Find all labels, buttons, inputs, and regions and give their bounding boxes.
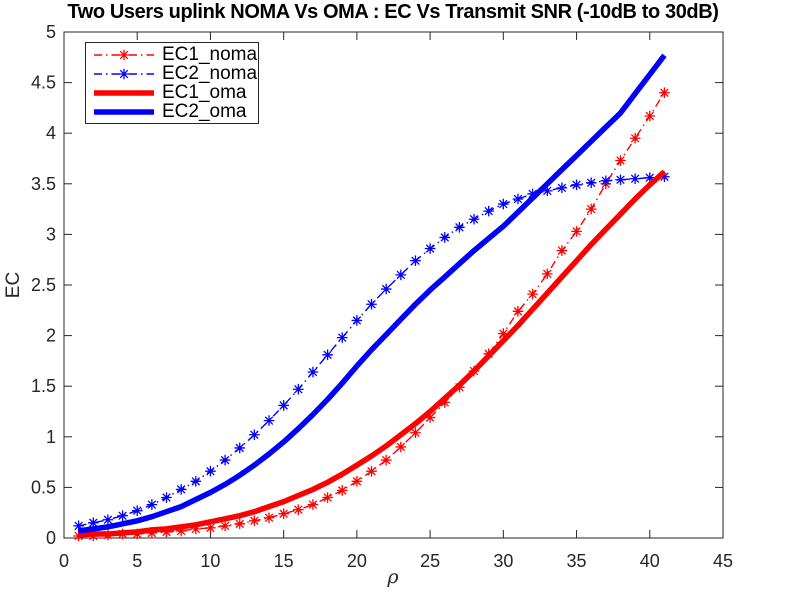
legend-label: EC2_oma — [162, 101, 247, 122]
y-tick-label: 2.5 — [31, 275, 56, 295]
x-tick-label: 25 — [420, 551, 440, 571]
y-tick-label: 1 — [46, 427, 56, 447]
x-tick-label: 30 — [493, 551, 513, 571]
legend-item-EC1_oma: EC1_oma — [93, 83, 254, 102]
x-axis-label: ρ — [387, 566, 399, 588]
legend-label: EC2_noma — [162, 63, 258, 84]
y-tick-label: 3.5 — [31, 174, 56, 194]
x-tick-label: 45 — [713, 551, 733, 571]
y-tick-label: 3 — [46, 224, 56, 244]
y-axis-label: EC — [3, 271, 24, 299]
series-markers-EC2_noma — [73, 171, 670, 532]
legend-label: EC1_noma — [162, 44, 258, 65]
x-tick-label: 15 — [274, 551, 294, 571]
y-tick-label: 0.5 — [31, 477, 56, 497]
y-tick-label: 4 — [46, 123, 56, 143]
legend-line-sample-icon — [94, 49, 154, 60]
legend: EC1_noma EC2_noma EC1_oma EC2_oma — [85, 42, 259, 124]
x-tick-label: 10 — [200, 551, 220, 571]
y-tick-label: 1.5 — [31, 376, 56, 396]
series-line-EC2_oma — [78, 53, 667, 534]
chart-title: Two Users uplink NOMA Vs OMA : EC Vs Tra… — [67, 1, 719, 23]
legend-item-EC2_noma: EC2_noma — [93, 63, 258, 84]
legend-label: EC1_oma — [162, 82, 247, 103]
x-tick-label: 35 — [567, 551, 587, 571]
x-tick-label: 5 — [132, 551, 142, 571]
y-tick-label: 0 — [46, 528, 56, 548]
legend-line-sample-icon — [94, 68, 154, 79]
x-tick-label: 0 — [59, 551, 69, 571]
legend-line-sample-icon — [94, 108, 154, 115]
y-tick-label: 5 — [46, 22, 56, 42]
legend-item-EC2_oma: EC2_oma — [93, 102, 254, 121]
legend-line-sample-icon — [94, 89, 154, 96]
y-tick-label: 4.5 — [31, 73, 56, 93]
x-tick-label: 20 — [347, 551, 367, 571]
series-line-EC1_oma — [78, 169, 667, 538]
legend-item-EC1_noma: EC1_noma — [93, 44, 258, 65]
y-tick-label: 2 — [46, 326, 56, 346]
x-tick-label: 40 — [640, 551, 660, 571]
